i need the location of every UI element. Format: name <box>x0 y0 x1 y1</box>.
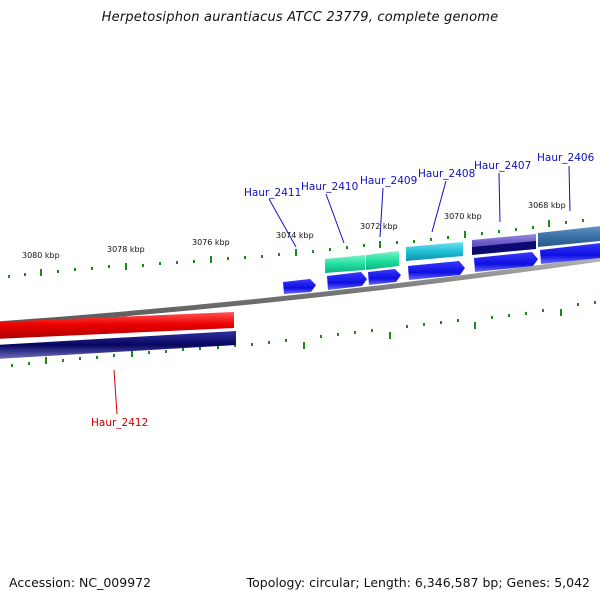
gene-haur-2409-block[interactable] <box>366 251 399 270</box>
tick-label: 3070 kbp <box>444 212 482 221</box>
gene-haur-2408-block[interactable] <box>406 242 463 261</box>
gene-leader-lines <box>113 165 571 415</box>
gene-arrow-haur-2410[interactable] <box>327 272 367 290</box>
tick-label: 3078 kbp <box>107 245 145 254</box>
gene-label[interactable]: Haur_2407 <box>474 160 531 172</box>
gene-label[interactable]: Haur_2409 <box>360 175 417 187</box>
tick-label: 3072 kbp <box>360 222 398 231</box>
gene-haur-2406-block[interactable] <box>538 225 600 247</box>
gene-haur-2407-stripe <box>472 241 536 255</box>
accession-text: Accession: NC_009972 <box>9 575 152 590</box>
gene-arrow-haur-2406[interactable] <box>540 242 600 264</box>
gene-arrow-haur-2407[interactable] <box>474 252 538 272</box>
outer-tick-row <box>8 219 584 278</box>
tick-label: 3076 kbp <box>192 238 230 247</box>
gene-arrow-haur-2408[interactable] <box>408 261 465 280</box>
tick-label: 3068 kbp <box>528 201 566 210</box>
gene-haur-2412-red[interactable] <box>0 312 234 339</box>
inner-tick-row <box>11 301 596 367</box>
gene-label[interactable]: Haur_2406 <box>537 152 595 164</box>
gene-labels: Haur_2406 Haur_2407 Haur_2408 Haur_2409 … <box>91 152 595 429</box>
gene-label[interactable]: Haur_2410 <box>301 181 358 193</box>
gene-haur-2410-block[interactable] <box>325 255 365 273</box>
tick-label: 3080 kbp <box>22 251 60 260</box>
gene-haur-2412-navy[interactable] <box>0 331 236 359</box>
genome-summary-text: Topology: circular; Length: 6,346,587 bp… <box>246 575 590 590</box>
gene-label[interactable]: Haur_2412 <box>91 417 148 429</box>
gene-arrow-haur-2409[interactable] <box>368 269 401 285</box>
tick-labels: 3080 kbp 3078 kbp 3076 kbp 3074 kbp 3072… <box>22 201 566 260</box>
tick-label: 3074 kbp <box>276 231 314 240</box>
gene-label[interactable]: Haur_2408 <box>418 168 475 180</box>
gene-arrow-haur-2411[interactable] <box>283 279 316 294</box>
gene-label[interactable]: Haur_2411 <box>244 187 301 199</box>
map-title: Herpetosiphon aurantiacus ATCC 23779, co… <box>101 10 499 25</box>
